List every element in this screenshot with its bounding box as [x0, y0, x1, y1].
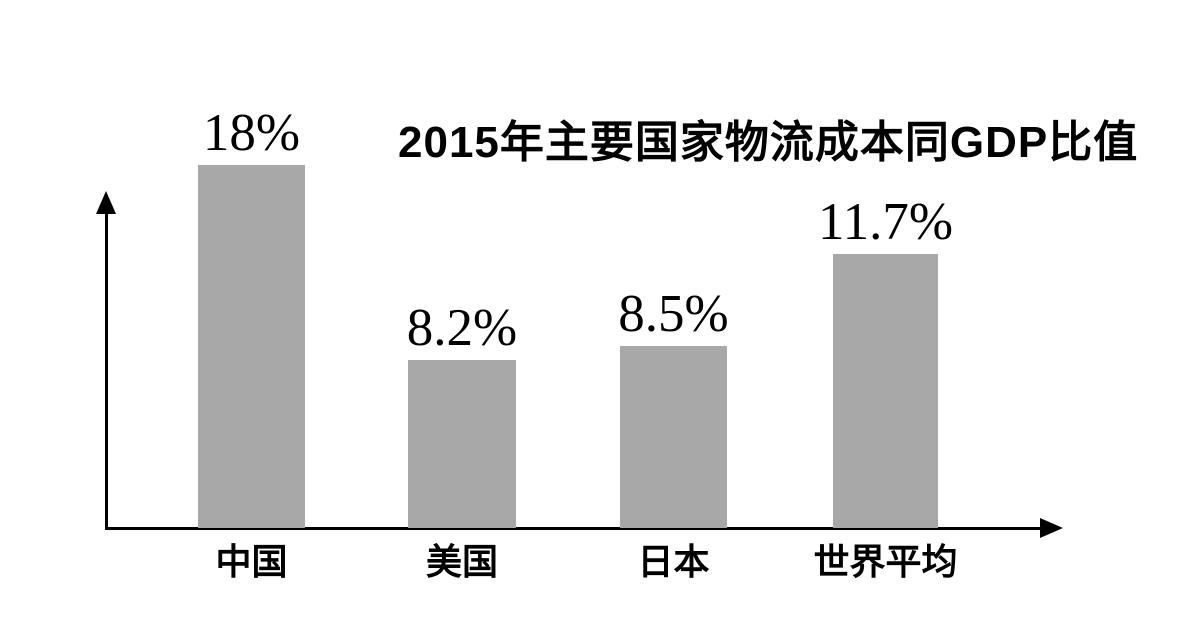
- category-label: 美国: [425, 541, 499, 582]
- bar-value-label: 11.7%: [818, 193, 953, 251]
- chart-title: 2015年主要国家物流成本同GDP比值: [398, 118, 1139, 167]
- x-axis-line: [105, 527, 1043, 530]
- bar-value-label: 8.2%: [406, 299, 518, 357]
- bar-rect: [620, 346, 727, 528]
- bar-value-label: 8.5%: [618, 285, 729, 343]
- category-label: 中国: [215, 541, 288, 582]
- y-axis-arrow-icon: [96, 191, 116, 214]
- x-axis-arrow-icon: [1040, 518, 1063, 538]
- y-axis-line: [105, 208, 108, 530]
- bar-value-label: 18%: [202, 104, 301, 162]
- bar-rect: [408, 360, 516, 528]
- bar-rect: [833, 254, 938, 528]
- category-label: 日本: [637, 541, 710, 582]
- bar-rect: [198, 165, 305, 528]
- category-label: 世界平均: [813, 541, 958, 582]
